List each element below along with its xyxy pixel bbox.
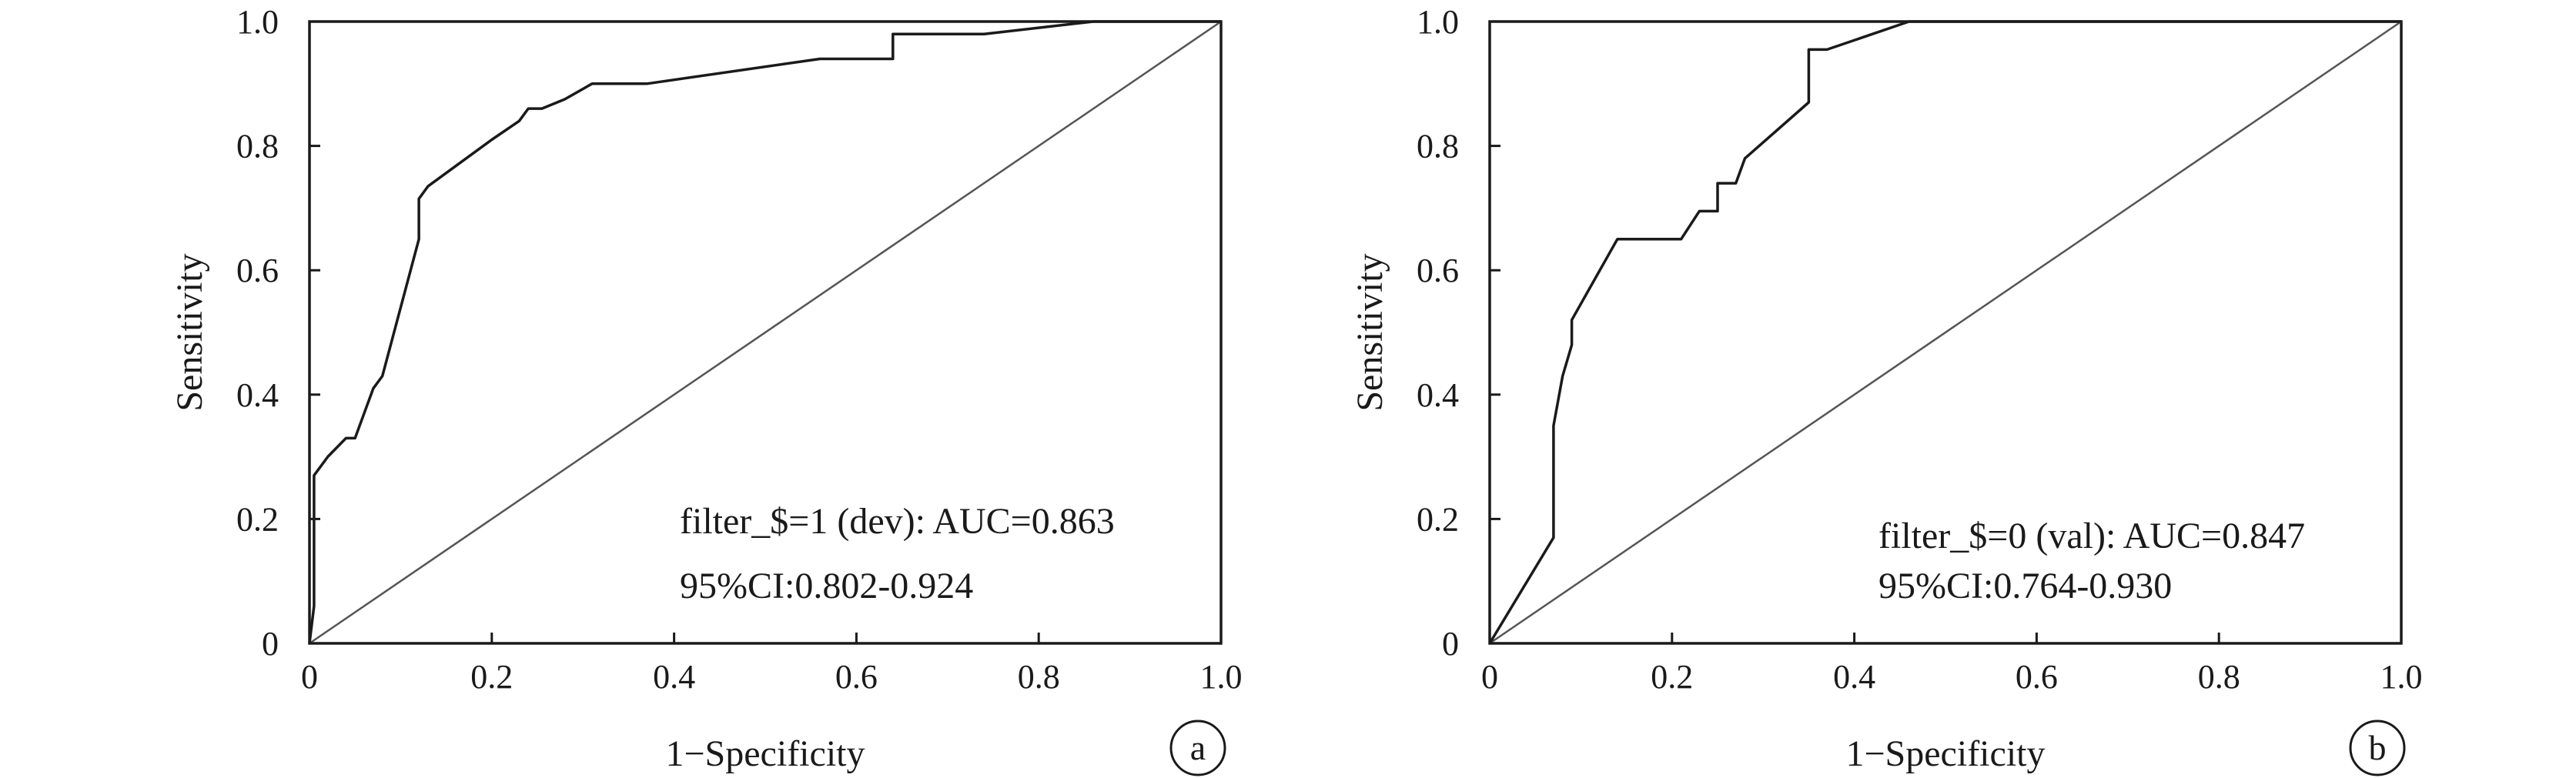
x-tick-label: 0.4 [1833, 658, 1875, 696]
panel-a-x-axis-label: 1−Specificity [665, 733, 865, 774]
panel-b-letter-badge [2349, 720, 2406, 776]
panel-b: 0 0.2 0.4 0.6 0.8 1.0 0 0.2 0.4 0.6 0.8 1.0 1−Speci… [1350, 3, 2423, 776]
y-tick-label: 0.6 [1417, 252, 1459, 289]
x-tick-label: 0.2 [1651, 658, 1693, 696]
panel-a-letter-badge [1169, 720, 1226, 776]
panel-a: 0 0.2 0.4 0.6 0.8 1.0 0 0.2 0.4 0.6 0.8 1.0 1−Speci… [169, 3, 1243, 776]
x-tick-label: 0.8 [1018, 658, 1060, 696]
panel-b-ticks: 0 0.2 0.4 0.6 0.8 1.0 0 0.2 0.4 0.6 0.8 1.0 [1417, 3, 2423, 696]
y-tick-label: 0 [1442, 625, 1459, 663]
x-tick-label: 0.2 [470, 658, 513, 696]
x-tick-label: 0.4 [653, 658, 695, 696]
y-tick-label: 0.4 [1417, 376, 1459, 414]
x-tick-label: 0 [1481, 658, 1498, 696]
y-tick-label: 0 [262, 625, 279, 663]
y-tick-label: 1.0 [236, 3, 279, 41]
panel-b-auc-annotation: filter_$=0 (val): AUC=0.847 [1878, 516, 2305, 556]
panel-a-plot-frame [308, 20, 1223, 645]
y-tick-label: 0.8 [236, 128, 279, 165]
panel-a-ticks: 0 0.2 0.4 0.6 0.8 1.0 0 0.2 0.4 0.6 0.8 1.0 [236, 3, 1243, 696]
y-tick-label: 0.2 [1417, 500, 1459, 538]
x-tick-label: 1.0 [1200, 658, 1243, 696]
panel-a-ci-annotation: 95%CI:0.802-0.924 [680, 566, 973, 606]
panel-b-reference-line [1489, 20, 2402, 645]
panel-b-y-axis-label: Sensitivity [1350, 253, 1390, 411]
x-tick-label: 0.6 [2016, 658, 2058, 696]
panel-a-y-axis-label: Sensitivity [169, 253, 210, 411]
x-tick-label: 0 [301, 658, 318, 696]
y-tick-label: 0.8 [1417, 128, 1459, 165]
y-tick-label: 0.2 [236, 500, 279, 538]
y-tick-label: 0.4 [236, 376, 279, 414]
panel-b-x-axis-label: 1−Specificity [1845, 733, 2045, 774]
y-tick-label: 1.0 [1417, 3, 1459, 41]
x-tick-label: 0.6 [835, 658, 878, 696]
x-tick-label: 1.0 [2380, 658, 2423, 696]
panel-a-auc-annotation: filter_$=1 (dev): AUC=0.863 [680, 501, 1115, 542]
x-tick-label: 0.8 [2198, 658, 2240, 696]
panel-b-roc-curve [1488, 20, 2401, 644]
panel-a-reference-line [309, 20, 1222, 645]
panel-a-roc-curve [308, 20, 1221, 644]
panel-b-ci-annotation: 95%CI:0.764-0.930 [1878, 566, 2172, 606]
panel-b-letter: b [2369, 728, 2387, 767]
panel-a-letter: a [1190, 728, 1206, 767]
y-tick-label: 0.6 [236, 252, 279, 289]
